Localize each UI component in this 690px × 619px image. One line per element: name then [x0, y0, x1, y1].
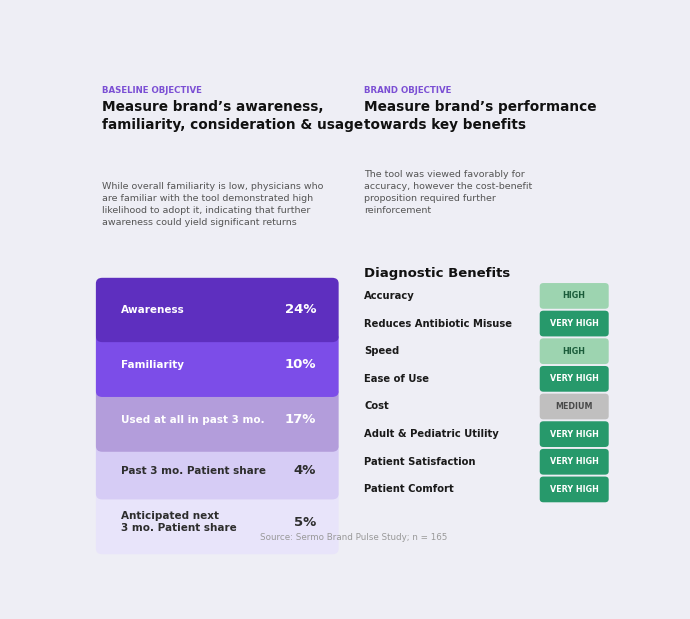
Text: VERY HIGH: VERY HIGH	[550, 319, 599, 328]
Text: Anticipated next
3 mo. Patient share: Anticipated next 3 mo. Patient share	[121, 511, 237, 534]
FancyBboxPatch shape	[96, 442, 339, 500]
Text: Cost: Cost	[364, 402, 389, 412]
FancyBboxPatch shape	[540, 477, 609, 502]
Text: 17%: 17%	[285, 413, 316, 426]
Text: Patient Satisfaction: Patient Satisfaction	[364, 457, 476, 467]
Text: Past 3 mo. Patient share: Past 3 mo. Patient share	[121, 466, 266, 476]
Text: Used at all in past 3 mo.: Used at all in past 3 mo.	[121, 415, 265, 425]
Text: VERY HIGH: VERY HIGH	[550, 430, 599, 439]
FancyBboxPatch shape	[96, 332, 339, 397]
Text: Source: Sermo Brand Pulse Study; n = 165: Source: Sermo Brand Pulse Study; n = 165	[260, 534, 447, 542]
FancyBboxPatch shape	[540, 394, 609, 419]
Text: Measure brand’s performance
towards key benefits: Measure brand’s performance towards key …	[364, 100, 597, 132]
Text: VERY HIGH: VERY HIGH	[550, 485, 599, 494]
Text: 24%: 24%	[285, 303, 316, 316]
FancyBboxPatch shape	[540, 339, 609, 364]
FancyBboxPatch shape	[540, 366, 609, 392]
Text: Measure brand’s awareness,
familiarity, consideration & usage: Measure brand’s awareness, familiarity, …	[102, 100, 364, 132]
Text: Familiarity: Familiarity	[121, 360, 184, 370]
FancyBboxPatch shape	[540, 449, 609, 475]
Text: Ease of Use: Ease of Use	[364, 374, 429, 384]
Text: BASELINE OBJECTIVE: BASELINE OBJECTIVE	[102, 86, 202, 95]
FancyBboxPatch shape	[540, 283, 609, 309]
Text: 10%: 10%	[285, 358, 316, 371]
Text: VERY HIGH: VERY HIGH	[550, 374, 599, 383]
FancyBboxPatch shape	[96, 490, 339, 554]
Text: VERY HIGH: VERY HIGH	[550, 457, 599, 466]
Text: 5%: 5%	[294, 516, 316, 529]
Text: Patient Comfort: Patient Comfort	[364, 485, 454, 495]
Text: Awareness: Awareness	[121, 305, 185, 315]
Text: BRAND OBJECTIVE: BRAND OBJECTIVE	[364, 86, 452, 95]
Text: HIGH: HIGH	[563, 347, 586, 356]
Text: MEDIUM: MEDIUM	[555, 402, 593, 411]
Text: HIGH: HIGH	[563, 292, 586, 300]
Text: Diagnostic Benefits: Diagnostic Benefits	[364, 267, 511, 280]
FancyBboxPatch shape	[540, 422, 609, 447]
Text: Accuracy: Accuracy	[364, 291, 415, 301]
Text: Speed: Speed	[364, 346, 400, 356]
Text: Adult & Pediatric Utility: Adult & Pediatric Utility	[364, 429, 499, 439]
FancyBboxPatch shape	[96, 278, 339, 342]
Text: The tool was viewed favorably for
accuracy, however the cost-benefit
proposition: The tool was viewed favorably for accura…	[364, 170, 533, 215]
Text: While overall familiarity is low, physicians who
are familiar with the tool demo: While overall familiarity is low, physic…	[102, 181, 324, 227]
Text: 4%: 4%	[294, 464, 316, 477]
FancyBboxPatch shape	[540, 311, 609, 336]
FancyBboxPatch shape	[96, 387, 339, 452]
Text: Reduces Antibiotic Misuse: Reduces Antibiotic Misuse	[364, 319, 512, 329]
